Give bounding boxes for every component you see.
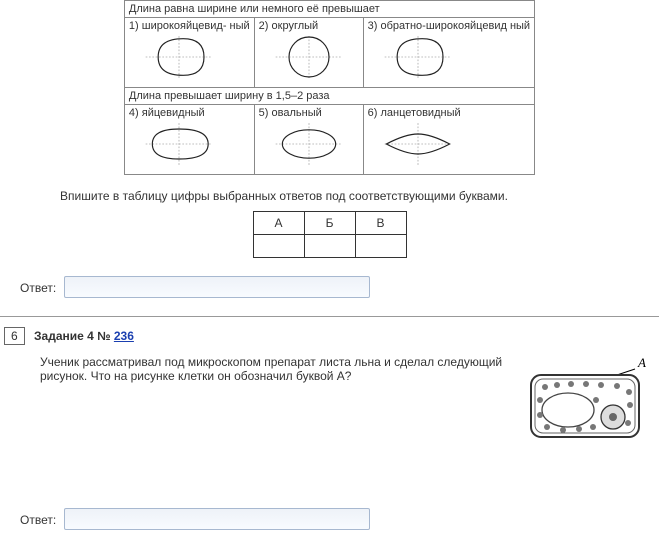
answer-label-1: Ответ: bbox=[20, 281, 56, 295]
shape-round-icon bbox=[259, 32, 359, 82]
shape-obovate-icon bbox=[368, 32, 468, 82]
col-v: В bbox=[355, 212, 406, 235]
instruction-text: Впишите в таблицу цифры выбранных ответо… bbox=[60, 189, 659, 203]
shape-oval-icon bbox=[259, 119, 359, 169]
cell-diagram-image: А bbox=[523, 355, 653, 448]
ans-b[interactable] bbox=[304, 235, 355, 258]
answer-letter-table: А Б В bbox=[253, 211, 407, 258]
shape-cell-4: 4) яйцевидный bbox=[124, 105, 254, 175]
col-b: Б bbox=[304, 212, 355, 235]
answer-input-2[interactable] bbox=[64, 508, 370, 530]
col-a: А bbox=[253, 212, 304, 235]
shape-ovate-icon bbox=[129, 119, 229, 169]
arrow-label-a: А bbox=[637, 355, 646, 370]
separator bbox=[0, 316, 659, 317]
ans-v[interactable] bbox=[355, 235, 406, 258]
ans-a[interactable] bbox=[253, 235, 304, 258]
section2-header: Длина превышает ширину в 1,5–2 раза bbox=[124, 88, 534, 105]
shape-cell-6: 6) ланцетовидный bbox=[363, 105, 534, 175]
section1-header: Длина равна ширине или немного её превыш… bbox=[124, 1, 534, 18]
shape-cell-2: 2) округлый bbox=[254, 18, 363, 88]
task-link[interactable]: 236 bbox=[114, 329, 134, 343]
task-title: Задание 4 № 236 bbox=[34, 329, 134, 343]
shape-cell-1: 1) широкояйцевид- ный bbox=[124, 18, 254, 88]
answer-input-1[interactable] bbox=[64, 276, 370, 298]
task-text: Ученик рассматривал под микроскопом преп… bbox=[40, 355, 513, 383]
shape-cell-5: 5) овальный bbox=[254, 105, 363, 175]
leaf-shapes-table: Длина равна ширине или немного её превыш… bbox=[124, 0, 535, 175]
answer-label-2: Ответ: bbox=[20, 513, 56, 527]
task-number-box: 6 bbox=[4, 327, 25, 345]
shape-broad-ovate-icon bbox=[129, 32, 229, 82]
shape-cell-3: 3) обратно-широкояйцевид ный bbox=[363, 18, 534, 88]
shape-lanceolate-icon bbox=[368, 119, 468, 169]
